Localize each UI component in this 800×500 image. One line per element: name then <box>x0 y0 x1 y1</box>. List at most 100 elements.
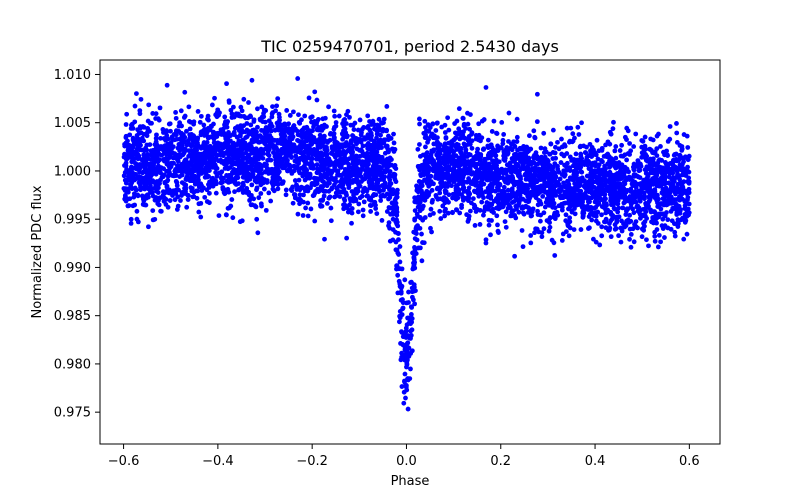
data-point <box>285 168 291 174</box>
data-point <box>411 257 417 262</box>
data-point <box>658 239 663 245</box>
data-point <box>263 207 269 213</box>
data-point <box>275 161 281 167</box>
data-point <box>655 244 661 250</box>
data-point <box>205 113 211 119</box>
data-point <box>608 156 614 161</box>
data-point <box>262 119 268 125</box>
data-point <box>572 211 578 217</box>
data-point <box>292 178 298 183</box>
data-point <box>466 134 472 139</box>
data-point <box>304 174 310 180</box>
data-point <box>516 209 522 215</box>
data-point <box>367 127 373 133</box>
data-point <box>415 146 421 152</box>
data-point <box>403 325 409 331</box>
data-point <box>620 205 626 211</box>
data-point <box>573 151 579 157</box>
data-point <box>365 124 371 129</box>
data-point <box>255 124 260 130</box>
data-point <box>677 143 683 148</box>
data-point <box>390 211 396 217</box>
data-point <box>652 238 658 244</box>
data-point <box>424 180 430 185</box>
data-point <box>503 224 509 230</box>
data-point <box>283 143 288 149</box>
data-point <box>291 109 296 115</box>
data-point <box>240 138 246 144</box>
data-point <box>537 156 543 162</box>
data-point <box>539 234 545 240</box>
data-point <box>356 201 362 207</box>
data-point <box>396 231 401 236</box>
data-point <box>477 222 483 227</box>
data-point <box>248 114 254 120</box>
data-point <box>296 177 302 183</box>
data-point <box>623 199 629 204</box>
data-point <box>371 148 377 153</box>
data-point <box>150 208 156 214</box>
data-point <box>186 119 192 124</box>
data-point <box>213 170 219 175</box>
data-point <box>141 152 147 158</box>
data-point <box>351 127 357 132</box>
data-point <box>470 196 476 202</box>
data-point <box>387 195 393 200</box>
data-point <box>558 160 564 165</box>
data-point <box>599 233 605 239</box>
data-point <box>586 226 591 231</box>
data-point <box>410 266 416 272</box>
data-point <box>682 206 688 212</box>
data-point <box>397 259 403 265</box>
data-point <box>329 168 335 174</box>
data-point <box>609 160 615 166</box>
data-point <box>173 191 179 196</box>
data-point <box>665 201 671 207</box>
data-point <box>413 226 419 231</box>
data-point <box>405 406 411 412</box>
data-point <box>250 174 256 179</box>
data-point <box>494 213 500 219</box>
data-point <box>678 166 683 171</box>
data-point <box>196 209 202 215</box>
data-point <box>314 162 320 168</box>
data-point <box>402 277 408 283</box>
data-point <box>318 202 323 208</box>
data-point <box>397 313 403 319</box>
data-point <box>491 118 497 124</box>
data-point <box>300 166 306 172</box>
data-point <box>495 228 501 234</box>
data-point <box>467 126 472 132</box>
data-point <box>178 108 184 114</box>
data-point <box>428 152 434 158</box>
data-point <box>625 206 631 212</box>
data-point <box>246 100 251 105</box>
data-point <box>360 143 366 149</box>
data-point <box>508 213 514 219</box>
data-point <box>255 230 261 236</box>
data-point <box>618 183 624 189</box>
data-point <box>147 166 153 171</box>
data-point <box>309 139 315 145</box>
data-point <box>354 146 360 152</box>
data-point <box>184 204 190 210</box>
data-point <box>467 191 473 197</box>
data-point <box>538 212 544 218</box>
data-point <box>647 146 653 152</box>
data-point <box>639 138 645 143</box>
data-point <box>201 185 206 191</box>
data-point <box>462 143 468 149</box>
data-point <box>253 204 259 210</box>
data-point <box>259 176 265 182</box>
data-point <box>456 126 462 132</box>
data-point <box>163 151 169 157</box>
data-point <box>650 137 656 143</box>
data-point <box>570 138 576 144</box>
data-point <box>289 188 295 194</box>
data-point <box>494 131 500 136</box>
data-point <box>312 89 318 95</box>
data-point <box>497 181 503 187</box>
data-point <box>579 175 585 181</box>
data-point <box>531 128 537 134</box>
data-point <box>652 229 658 235</box>
